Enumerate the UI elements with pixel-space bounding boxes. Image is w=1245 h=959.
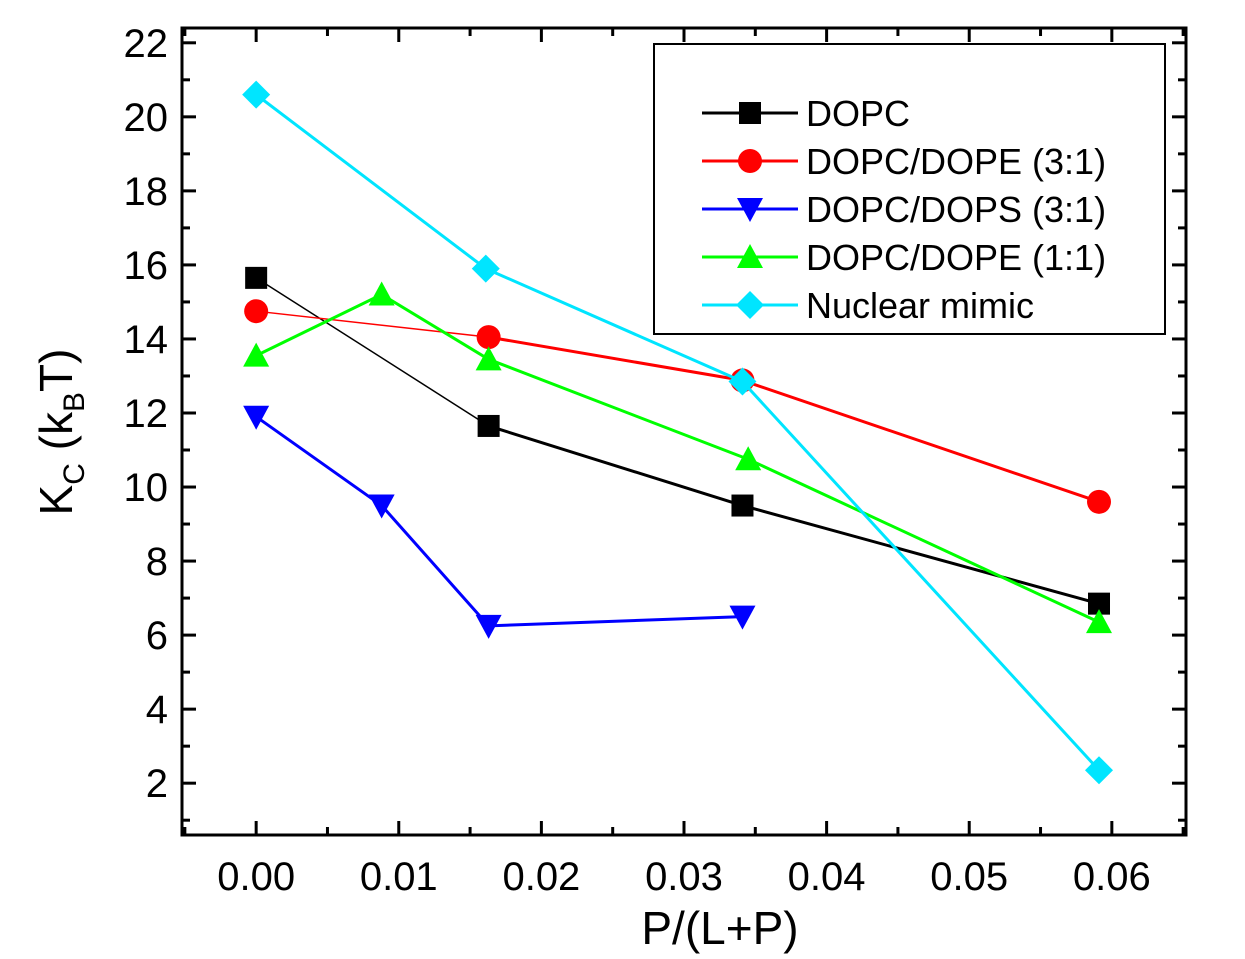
legend-label: DOPC/DOPE (1:1) (806, 237, 1106, 278)
x-tick-label: 0.01 (360, 855, 438, 899)
series-dopc-dope-3-1 (244, 299, 1112, 514)
series-line-segment (380, 504, 490, 627)
legend-box (653, 43, 1166, 335)
series-line-segment (485, 267, 744, 383)
x-axis-title: P/(L+P) (641, 902, 798, 954)
series-dopc-dops-3-1 (243, 405, 756, 639)
x-tick-label: 0.02 (502, 855, 580, 899)
legend-label: DOPC/DOPE (3:1) (806, 141, 1106, 182)
series-layer (242, 80, 1114, 785)
data-point (368, 281, 395, 306)
x-tick-label: 0.05 (930, 855, 1008, 899)
series-line-segment (380, 293, 490, 361)
y-tick-label: 6 (146, 614, 168, 658)
x-tick-label: 0.03 (645, 855, 723, 899)
data-point (475, 346, 502, 371)
y-tick-label: 8 (146, 540, 168, 584)
legend-marker (739, 102, 761, 124)
series-line-segment (488, 335, 743, 382)
series-line-segment (741, 378, 1100, 504)
data-point (735, 446, 762, 471)
series-line-segment (742, 504, 1100, 606)
series-dopc (245, 266, 1111, 615)
y-axis-title-end: T) (30, 349, 82, 392)
legend: DOPC DOPC/DOPE (3:1) DOPC/DOPS (3:1) DOPC/D… (653, 43, 1166, 335)
series-dopc-dope-1-1 (243, 281, 1113, 634)
y-axis-title-main: K (30, 484, 82, 515)
y-tick-label: 12 (124, 392, 169, 436)
data-point (1086, 609, 1113, 634)
series-line-segment (747, 457, 1100, 624)
data-point (245, 266, 268, 289)
series-line-segment (255, 93, 487, 270)
series-line-segment (255, 293, 383, 357)
data-point (1085, 756, 1114, 785)
legend-label: DOPC (806, 93, 910, 134)
series-nuclear-mimic (242, 80, 1114, 785)
data-point (475, 614, 502, 639)
x-tick-label: 0.04 (788, 855, 866, 899)
series-line-segment (255, 415, 383, 507)
data-point (471, 254, 500, 283)
y-axis-title-sub-b: B (58, 392, 91, 412)
data-point (368, 494, 395, 519)
y-axis-title-sub-c: C (58, 463, 91, 485)
data-point (243, 405, 270, 430)
data-point (243, 342, 270, 367)
y-tick-label: 16 (124, 244, 169, 288)
legend-marker (737, 244, 763, 268)
series-line-segment (741, 380, 1101, 772)
series-line-segment (255, 277, 490, 427)
x-tick-label: 0.06 (1073, 855, 1151, 899)
y-tick-label: 14 (124, 318, 169, 362)
legend-marker (737, 198, 763, 222)
series-line-segment (256, 310, 489, 338)
series-line-segment (488, 357, 749, 461)
legend-label: DOPC/DOPS (3:1) (806, 189, 1106, 230)
y-tick-label: 4 (146, 688, 168, 732)
plot-frame (180, 26, 1188, 837)
data-point (729, 605, 756, 630)
data-point (242, 80, 271, 109)
legend-marker (738, 149, 762, 173)
axis-ticks: 0.00 0.01 0.02 0.03 0.04 0.05 0.06 2 4 6 8 10 12 14 16… (124, 22, 1186, 899)
series-line-segment (488, 615, 743, 628)
data-point (1087, 489, 1112, 514)
y-tick-label: 18 (124, 170, 169, 214)
y-axis-title-mid: (k (30, 411, 82, 463)
data-point (731, 494, 754, 517)
y-tick-label: 22 (124, 22, 169, 66)
data-point (244, 299, 269, 324)
data-point (476, 325, 501, 350)
data-point (728, 367, 757, 396)
series-line-segment (488, 424, 743, 507)
legend-marker (736, 291, 764, 319)
data-point (477, 414, 500, 437)
data-point (1088, 592, 1111, 615)
x-tick-label: 0.00 (217, 855, 295, 899)
y-tick-label: 2 (146, 762, 168, 806)
legend-label: Nuclear mimic (806, 285, 1034, 326)
y-axis-title: KC (kBT) (30, 349, 91, 516)
y-tick-label: 10 (124, 466, 169, 510)
y-tick-label: 20 (124, 96, 169, 140)
